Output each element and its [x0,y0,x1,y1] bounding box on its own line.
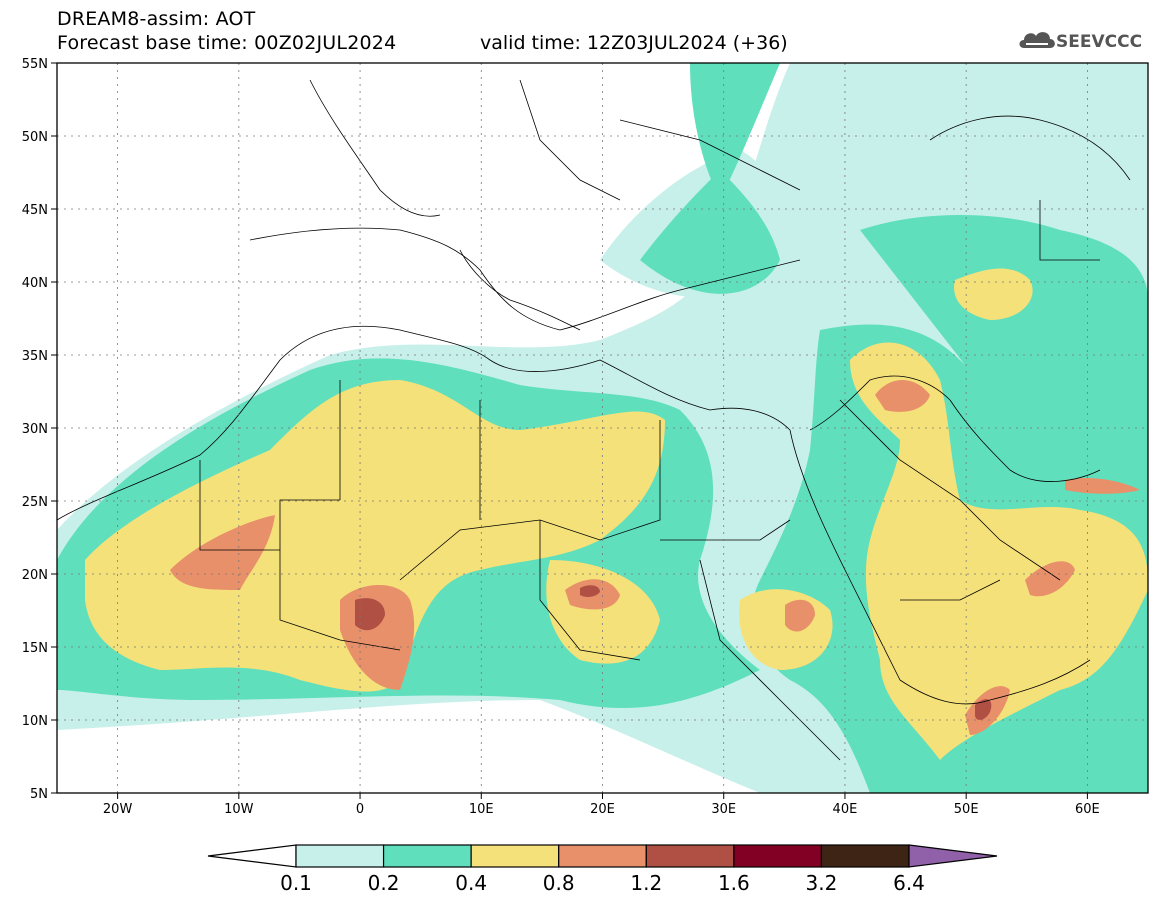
coastlines-and-borders [57,79,1131,761]
lon-tick-label: 10E [469,802,494,817]
lon-tick-label: 20W [103,802,133,817]
lat-tick-label: 55N [22,57,48,72]
lat-tick-label: 30N [22,422,48,437]
colorbar-label: 0.4 [455,871,487,895]
lat-tick-label: 5N [30,787,48,802]
lon-tick-label: 20E [590,802,615,817]
logo-text: SEEVCCC [1056,32,1142,52]
map-title: DREAM8-assim: AOT [57,8,256,30]
colorbar-label: 0.1 [280,871,312,895]
forecast-base-time: Forecast base time: 00Z02JUL2024 [57,32,397,54]
colorbar-label: 0.2 [368,871,400,895]
lon-tick-label: 40E [833,802,858,817]
seevccc-logo: SEEVCCC [1019,32,1142,52]
colorbar-box [645,844,735,868]
lon-tick-label: 30E [711,802,736,817]
lon-tick-label: 60E [1075,802,1100,817]
colorbar: 0.1 0.2 0.4 0.8 1.2 1.6 3.2 6.4 [207,844,998,895]
lat-tick-label: 20N [22,568,48,583]
colorbar-label: 1.2 [630,871,662,895]
colorbar-label: 6.4 [893,871,925,895]
colorbar-box [558,844,647,868]
lat-tick-label: 25N [22,495,48,510]
aot-level-0-4 [85,268,1148,760]
colorbar-high-arrow [908,844,998,868]
axis-ticks: 20W 10W 0 10E 20E 30E 40E 50E 60E 55N 50N 45N 40N 35N… [22,57,1100,817]
colorbar-box [295,844,385,868]
lat-tick-label: 10N [22,714,48,729]
lat-tick-label: 40N [22,276,48,291]
lon-tick-label: 10W [224,802,254,817]
colorbar-box [382,844,472,868]
lat-tick-label: 50N [22,130,48,145]
lat-tick-label: 35N [22,349,48,364]
colorbar-label: 3.2 [806,871,838,895]
aot-level-1-2 [355,585,992,720]
valid-time: valid time: 12Z03JUL2024 (+36) [480,32,788,54]
colorbar-low-arrow [207,844,297,868]
cloud-icon [1019,32,1055,48]
lat-tick-label: 45N [22,203,48,218]
colorbar-box [470,844,560,868]
lat-tick-label: 15N [22,641,48,656]
lon-tick-label: 50E [954,802,979,817]
map-grid [57,62,1148,794]
colorbar-label: 1.6 [718,871,750,895]
colorbar-label: 0.8 [543,871,575,895]
colorbar-box [820,844,910,868]
colorbar-box [733,844,823,868]
lon-tick-label: 0 [356,802,364,817]
